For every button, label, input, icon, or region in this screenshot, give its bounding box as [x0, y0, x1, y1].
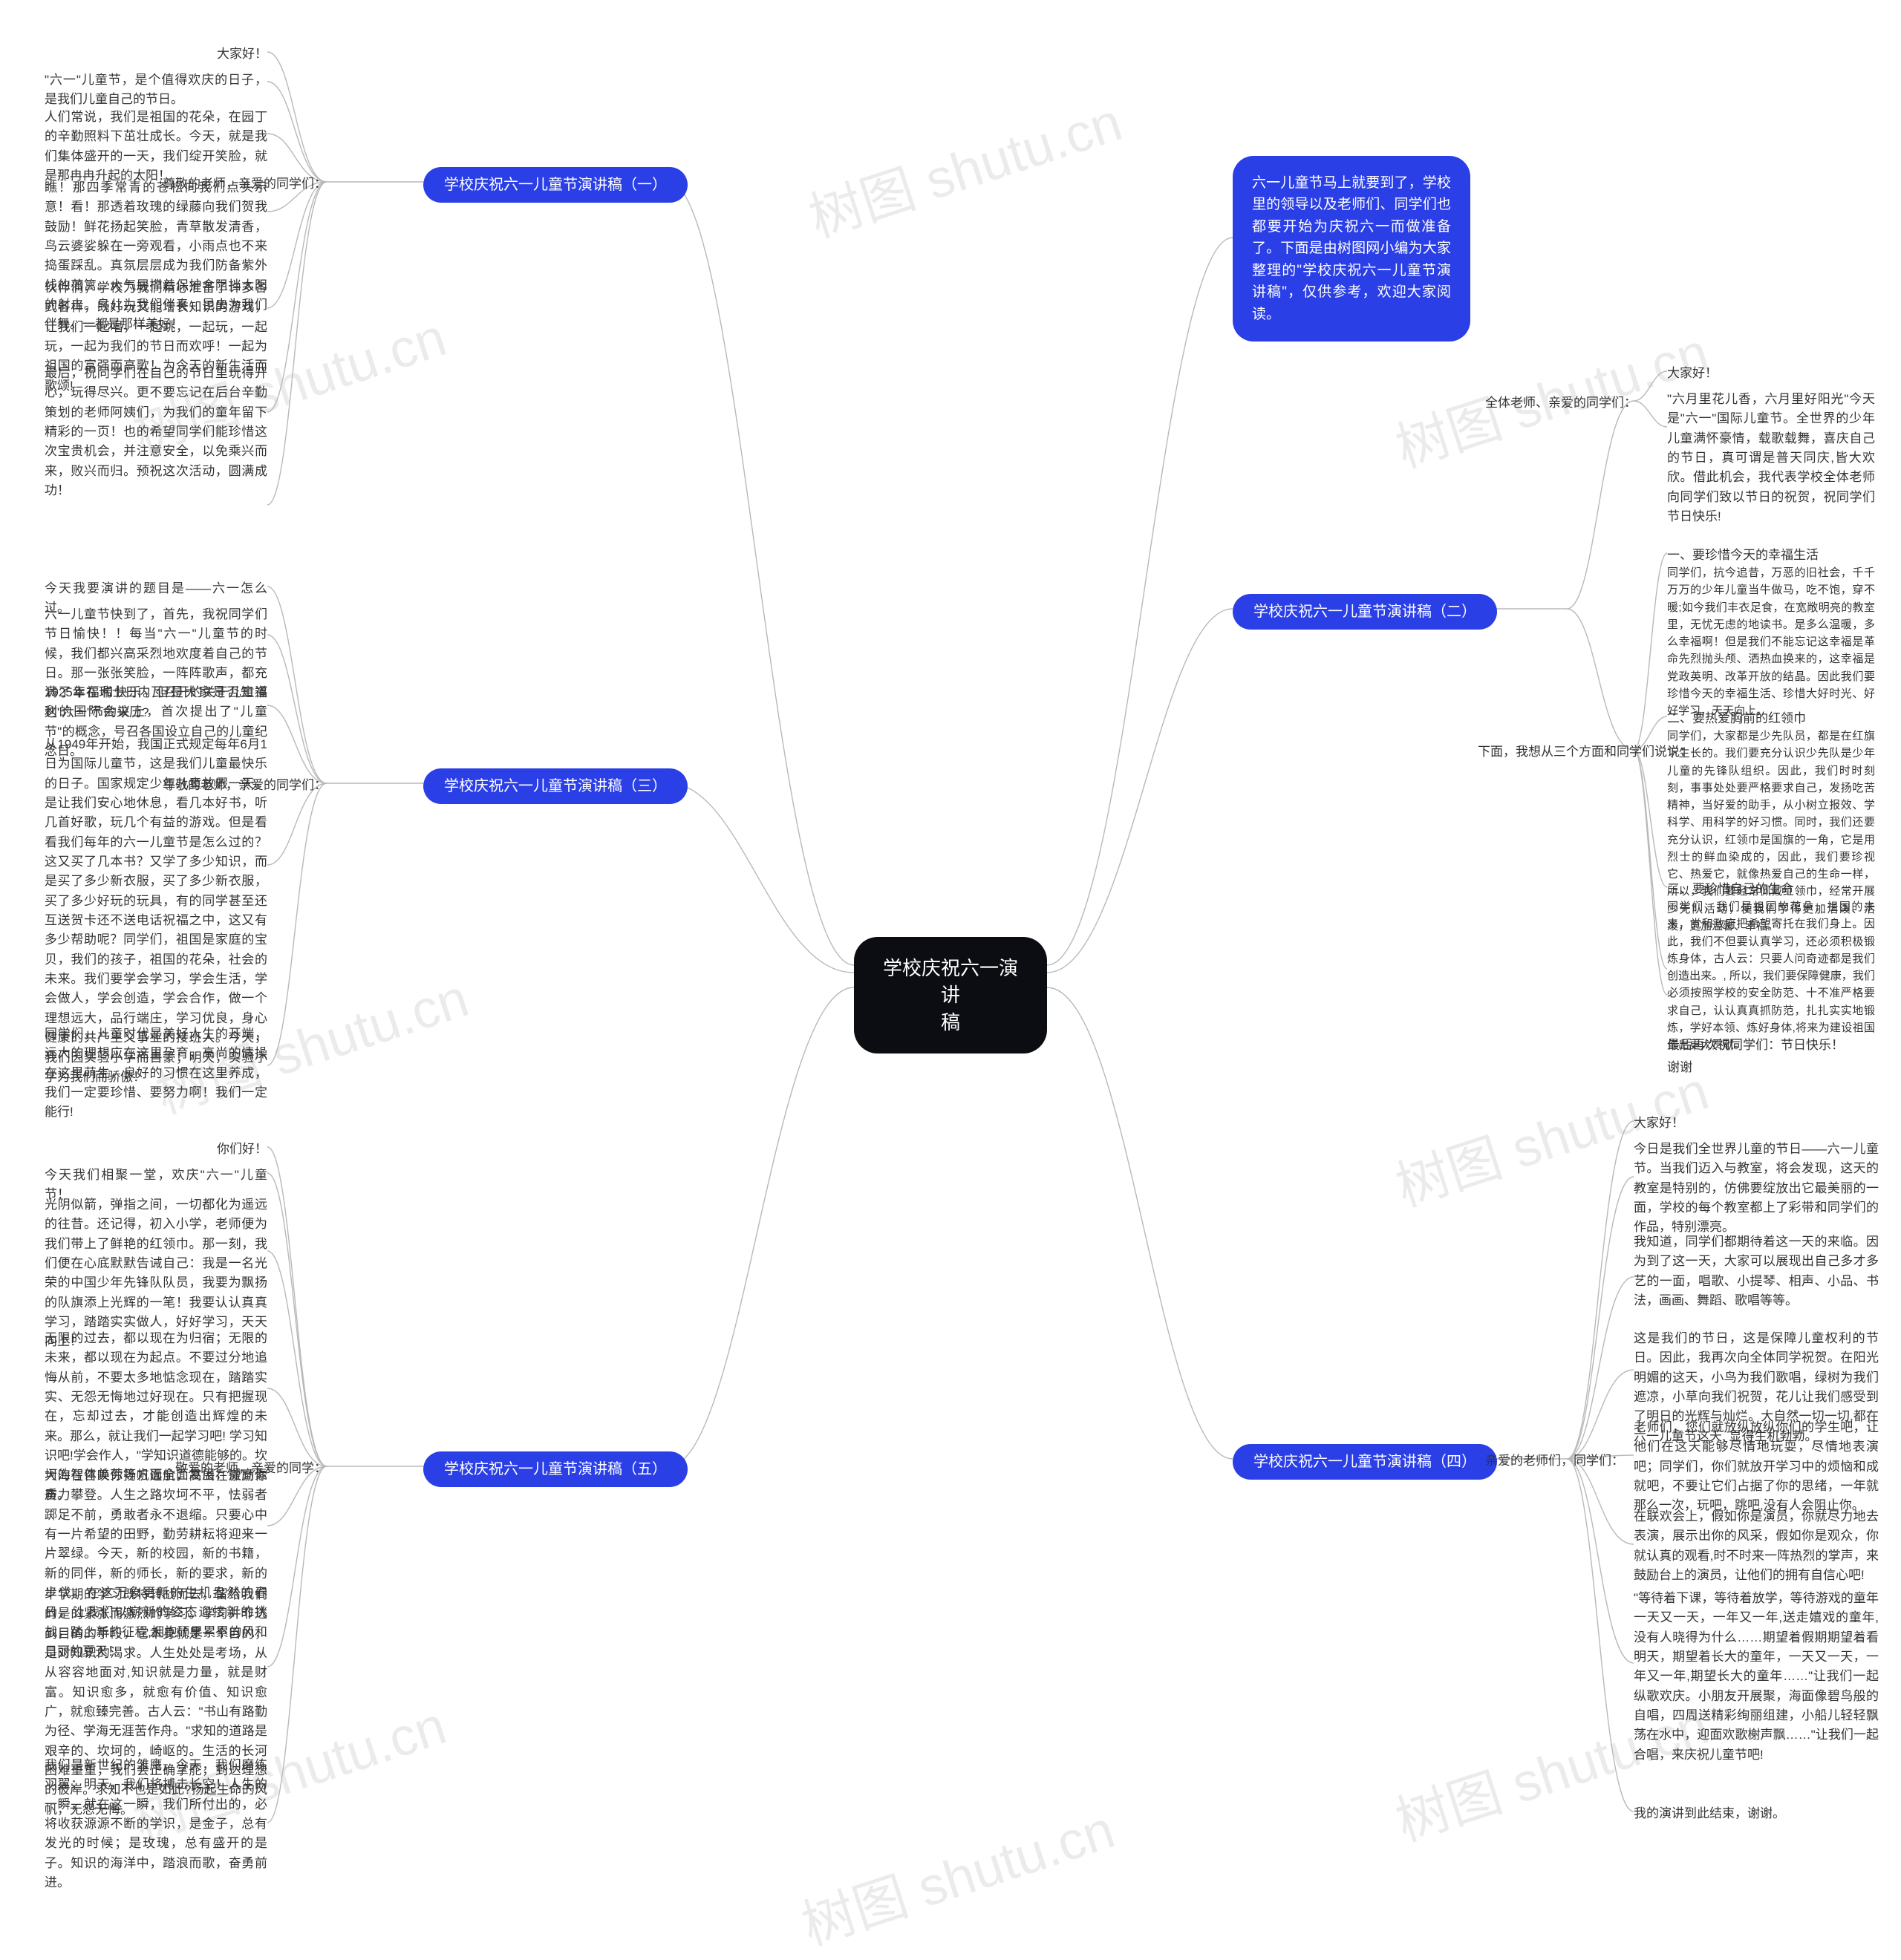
b2-hello: 大家好！: [1667, 364, 1718, 383]
b1-item: 最后，祝同学们在自己的节日里玩得开心，玩得尽兴。更不要忘记在后台辛勤策划的老师阿…: [45, 364, 267, 500]
b4-item: 今日是我们全世界儿童的节日——六一儿童节。当我们迈入与教室，将会发现，这天的教室…: [1634, 1140, 1879, 1238]
mindmap-canvas: 树图 shutu.cn 树图 shutu.cn 树图 shutu.cn 树图 s…: [0, 0, 1901, 1934]
branch-2-title: 学校庆祝六一儿童节演讲稿（二）: [1233, 594, 1497, 630]
b2-open: "六月里花儿香，六月里好阳光"今天是"六一"国际儿童节。全世界的少年儿童满怀豪情…: [1667, 390, 1875, 526]
b2-closing: 最后再次祝同学们：节日快乐！: [1667, 1036, 1844, 1055]
intro-text: 六一儿童节马上就要到了，学校里的领导以及老师们、同学们也都要开始为庆祝六一而做准…: [1252, 175, 1451, 322]
watermark: 树图 shutu.cn: [798, 78, 1129, 252]
branch-4-title: 学校庆祝六一儿童节演讲稿（四）: [1233, 1444, 1497, 1480]
b5-item: 我们是新世纪的雏鹰，今天，我们磨练羽翼；明天，我们将搏击长空！人生的一瞬，就在这…: [45, 1756, 267, 1892]
b2-p2-title: 二、要热爱胸前的红领巾: [1667, 709, 1806, 728]
b4-item: "等待着下课，等待着放学，等待游戏的童年一天又一天，一年又一年,送走嬉戏的童年,…: [1634, 1589, 1879, 1765]
b2-p1-text: 同学们，抗今追昔，万恶的旧社会，千千万万的少年儿童当牛做马，吃不饱，穿不暖;如今…: [1667, 564, 1875, 719]
b5-item: 你们好！: [217, 1140, 267, 1159]
b4-item: 老师们，您们就放纵放纵你们的学生吧，让他们在这天能够尽情地玩耍，尽情地表演吧；同…: [1634, 1418, 1879, 1516]
branch-2-subgreeting: 下面，我想从三个方面和同学们说说：: [1478, 742, 1692, 762]
branch-2-greeting: 全体老师、亲爱的同学们：: [1485, 393, 1637, 413]
intro-bubble: 六一儿童节马上就要到了，学校里的领导以及老师们、同学们也都要开始为庆祝六一而做准…: [1233, 156, 1470, 342]
b4-item: 在联欢会上，假如你是演员，你就尽力地去表演，展示出你的风采，假如你是观众，你就认…: [1634, 1507, 1879, 1585]
b2-p3-title: 三、要珍惜自己的生命: [1667, 880, 1793, 899]
center-title: 学校庆祝六一演讲 稿: [883, 957, 1018, 1033]
b1-item: 大家好！: [217, 45, 267, 64]
branch-3-title: 学校庆祝六一儿童节演讲稿（三）: [423, 768, 688, 804]
b2-p1-title: 一、要珍惜今天的幸福生活: [1667, 546, 1819, 565]
branch-5-title: 学校庆祝六一儿童节演讲稿（五）: [423, 1451, 688, 1487]
branch-1-title: 学校庆祝六一儿童节演讲稿（一）: [423, 167, 688, 203]
b4-item: 我的演讲到此结束，谢谢。: [1634, 1804, 1879, 1823]
b2-thanks: 谢谢: [1667, 1058, 1692, 1077]
b4-item: 我知道，同学们都期待着这一天的来临。因为到了这一天，大家可以展现出自己多才多艺的…: [1634, 1232, 1879, 1310]
center-node: 学校庆祝六一演讲 稿: [854, 937, 1047, 1054]
b1-item: 人们常说，我们是祖国的花朵，在园丁的辛勤照料下茁壮成长。今天，就是我们集体盛开的…: [45, 108, 267, 186]
branch-4-greeting: 亲爱的老师们，同学们：: [1485, 1451, 1624, 1471]
b4-item: 大家好！: [1634, 1114, 1684, 1133]
b1-item: "六一"儿童节，是个值得欢庆的日子，是我们儿童自己的节日。: [45, 71, 267, 110]
b2-p3-text: 同学们，我们是祖国的花朵，祖国的未来，党和政府把希望寄托在我们身上。因此，我们不…: [1667, 898, 1875, 1054]
b3-item: 同学们，儿童时代是美好人生的开端，远大的理想应在这里孕育，高尚的情操在这里萌生，…: [45, 1025, 267, 1123]
